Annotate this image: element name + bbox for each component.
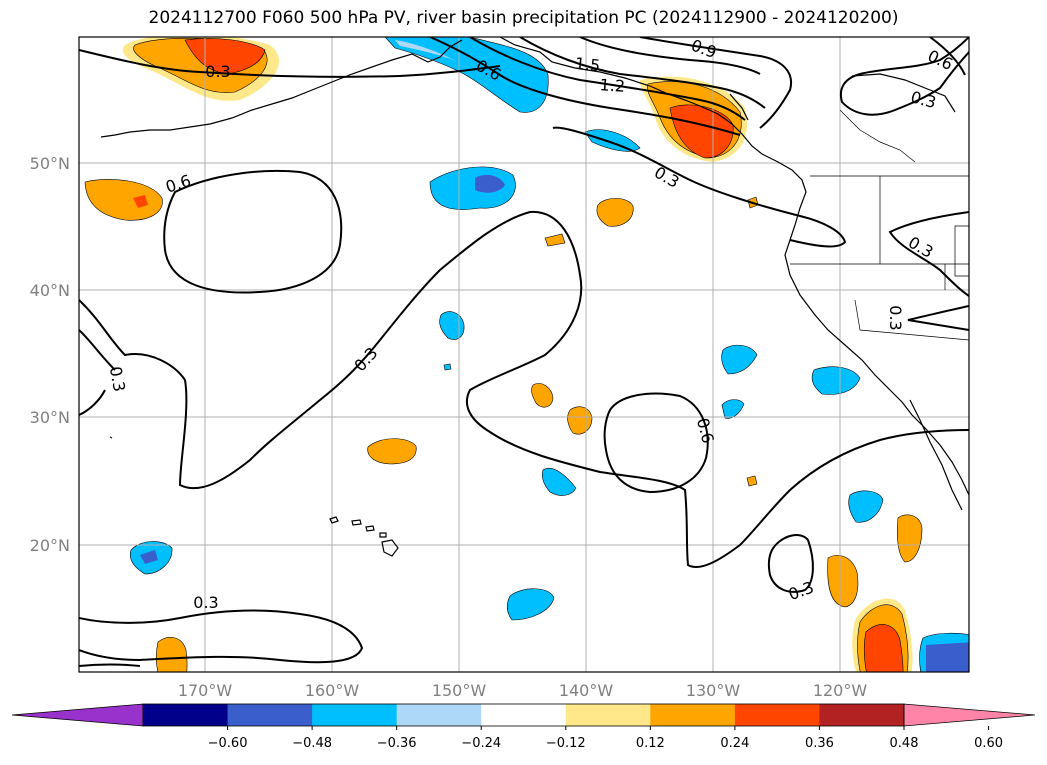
colorbar-tick-label: 0.60 (974, 736, 1003, 751)
colorbar-outline (142, 703, 905, 727)
precip-shading-positive (84, 37, 923, 672)
colorbar-segment (227, 704, 313, 726)
colorbar-extend-high (903, 703, 1036, 727)
colorbar-tick-label: 0.36 (805, 736, 834, 751)
colorbar-tick-label: −0.36 (377, 736, 417, 751)
pv-contours (79, 37, 969, 667)
lon-label: 150°W (432, 681, 487, 700)
longitude-labels: 170°W 160°W 150°W 140°W 130°W 120°W (178, 681, 868, 700)
lat-label: 50°N (30, 154, 70, 173)
colorbar-tick-label: −0.60 (208, 736, 248, 751)
lon-label: 130°W (686, 681, 741, 700)
colorbar-segments (143, 704, 905, 726)
political-borders (790, 109, 969, 341)
lon-label: 120°W (813, 681, 868, 700)
colorbar-extend-low (11, 703, 144, 727)
contour-label: 0.3 (106, 365, 129, 393)
colorbar-segment (312, 704, 398, 726)
colorbar-segment (650, 704, 736, 726)
lon-label: 160°W (305, 681, 360, 700)
contour-label: 0.3 (886, 305, 905, 330)
gridlines (79, 37, 969, 672)
colorbar-segment (143, 704, 229, 726)
lat-label: 40°N (30, 281, 70, 300)
colorbar-tick-label: −0.12 (546, 736, 586, 751)
colorbar-tick-label: 0.24 (720, 736, 749, 751)
map-frame (78, 36, 970, 673)
lon-label: 170°W (178, 681, 233, 700)
contour-label: 1.2 (599, 75, 626, 96)
colorbar-segment (481, 704, 567, 726)
map-panel (79, 37, 969, 672)
colorbar-tick-label: 0.12 (636, 736, 665, 751)
colorbar-segment (396, 704, 482, 726)
contour-label: 1.5 (574, 54, 601, 76)
page-title: 2024112700 F060 500 hPa PV, river basin … (148, 8, 899, 28)
colorbar-segment (565, 704, 651, 726)
colorbar-tick-label: −0.24 (461, 736, 501, 751)
colorbar: −0.60 −0.48 −0.36 −0.24 −0.12 0.12 0.24 0.36 0.4… (11, 703, 1036, 751)
colorbar-tick-label: 0.48 (890, 736, 919, 751)
lat-label: 30°N (30, 408, 70, 427)
latitude-labels: 50°N 40°N 30°N 20°N (30, 154, 70, 555)
colorbar-segment (734, 704, 820, 726)
contour-label: 0.3 (193, 593, 218, 612)
contour-label: 0.3 (205, 62, 230, 81)
coastlines (100, 37, 969, 557)
colorbar-tick-label: −0.48 (292, 736, 332, 751)
lon-label: 140°W (559, 681, 614, 700)
colorbar-ticks: −0.60 −0.48 −0.36 −0.24 −0.12 0.12 0.24 0.36 0.4… (208, 726, 1003, 751)
colorbar-segment (819, 704, 905, 726)
lat-label: 20°N (30, 536, 70, 555)
